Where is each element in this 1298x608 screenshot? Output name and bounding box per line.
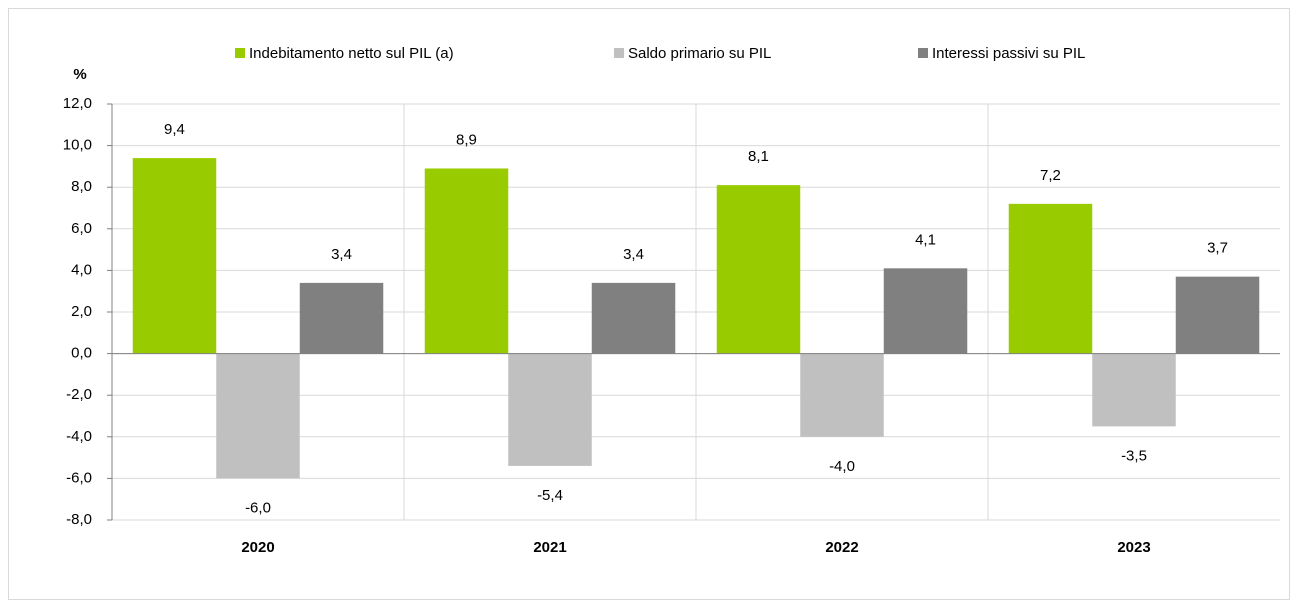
x-tick-label: 2021 xyxy=(533,539,566,556)
data-label: -4,0 xyxy=(829,458,855,475)
y-tick-label: 8,0 xyxy=(71,178,92,195)
legend-label: Interessi passivi su PIL xyxy=(932,45,1085,62)
x-tick-label: 2020 xyxy=(241,539,274,556)
bar xyxy=(508,353,592,466)
y-tick-label: -6,0 xyxy=(66,469,92,486)
data-label: -5,4 xyxy=(537,487,563,504)
x-tick-label: 2023 xyxy=(1117,539,1150,556)
x-tick-label: 2022 xyxy=(825,539,858,556)
y-tick-label: 10,0 xyxy=(63,137,92,154)
data-label: 9,4 xyxy=(164,121,185,138)
legend-swatch xyxy=(614,48,624,58)
y-tick-label: -4,0 xyxy=(66,428,92,445)
y-tick-label: 6,0 xyxy=(71,220,92,237)
bar xyxy=(132,158,217,354)
bar xyxy=(424,168,509,354)
legend-label: Indebitamento netto sul PIL (a) xyxy=(249,45,454,62)
bar xyxy=(1008,203,1093,354)
legend-label: Saldo primario su PIL xyxy=(628,45,771,62)
bar xyxy=(299,282,384,354)
data-label: 3,4 xyxy=(331,246,352,263)
y-tick-label: 12,0 xyxy=(63,95,92,112)
data-label: 3,4 xyxy=(623,246,644,263)
bar xyxy=(591,282,676,354)
y-tick-label: 0,0 xyxy=(71,345,92,362)
bar xyxy=(800,353,884,437)
data-label: 8,1 xyxy=(748,148,769,165)
y-tick-label: 4,0 xyxy=(71,261,92,278)
data-label: 4,1 xyxy=(915,231,936,248)
data-label: -6,0 xyxy=(245,499,271,516)
legend-swatch xyxy=(235,48,245,58)
y-tick-label: -8,0 xyxy=(66,511,92,528)
bar xyxy=(1092,353,1176,427)
y-unit: % xyxy=(73,66,86,83)
y-tick-label: 2,0 xyxy=(71,303,92,320)
bar xyxy=(216,353,300,479)
y-tick-label: -2,0 xyxy=(66,386,92,403)
data-label: 7,2 xyxy=(1040,167,1061,184)
bar xyxy=(883,268,968,354)
data-label: 3,7 xyxy=(1207,240,1228,257)
legend-swatch xyxy=(918,48,928,58)
data-label: -3,5 xyxy=(1121,447,1147,464)
bar xyxy=(1175,276,1260,354)
bar xyxy=(716,185,801,354)
data-label: 8,9 xyxy=(456,131,477,148)
